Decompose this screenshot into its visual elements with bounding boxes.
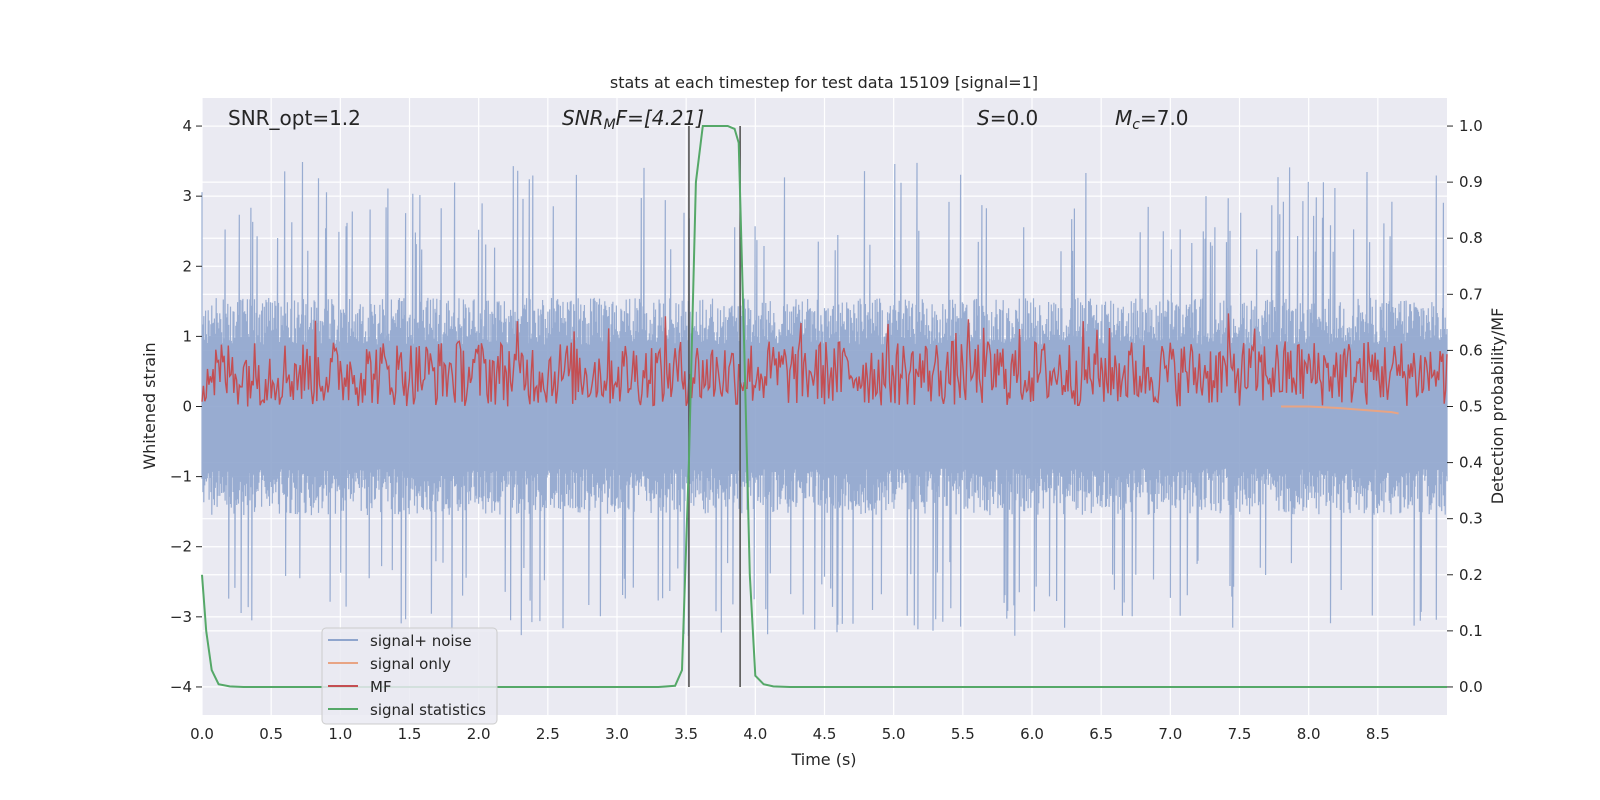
x-tick-label: 2.0 bbox=[467, 725, 491, 743]
legend-label-signal-statistics: signal statistics bbox=[370, 701, 486, 719]
y-left-tick-label: 3 bbox=[182, 187, 192, 205]
x-tick-label: 3.0 bbox=[605, 725, 629, 743]
x-tick-label: 0.0 bbox=[190, 725, 214, 743]
x-tick-label: 3.5 bbox=[674, 725, 698, 743]
y-right-tick-label: 0.4 bbox=[1459, 454, 1483, 472]
snr-mf-subscript: M bbox=[604, 117, 616, 133]
y-left-tick-label: 4 bbox=[182, 117, 192, 135]
x-tick-label: 4.5 bbox=[813, 725, 837, 743]
x-tick-label: 8.0 bbox=[1297, 725, 1321, 743]
series-signal-noise bbox=[201, 161, 1448, 636]
y-axis-right-label: Detection probability/MF bbox=[1488, 308, 1507, 505]
y-left-tick-label: 2 bbox=[182, 257, 192, 275]
annotation-mc: Mc=7.0 bbox=[1115, 106, 1189, 133]
y-right-tick-label: 0.0 bbox=[1459, 678, 1483, 696]
chart-title: stats at each timestep for test data 151… bbox=[610, 73, 1038, 92]
y-right-tick-label: 0.8 bbox=[1459, 229, 1483, 247]
x-tick-label: 1.0 bbox=[328, 725, 352, 743]
x-tick-label: 5.0 bbox=[882, 725, 906, 743]
x-tick-label: 0.5 bbox=[259, 725, 283, 743]
y-right-tick-label: 1.0 bbox=[1459, 117, 1483, 135]
y-right-tick-label: 0.7 bbox=[1459, 285, 1483, 303]
y-left-tick-label: 1 bbox=[182, 327, 192, 345]
legend-label-signal-only: signal only bbox=[370, 655, 451, 673]
x-tick-label: 7.5 bbox=[1228, 725, 1252, 743]
annotation-s: S=0.0 bbox=[977, 106, 1038, 130]
mc-prefix: M bbox=[1115, 106, 1132, 130]
s-suffix: =0.0 bbox=[990, 106, 1039, 130]
y-left-tick-label: 0 bbox=[182, 398, 192, 416]
x-tick-label: 1.5 bbox=[398, 725, 422, 743]
x-tick-label: 4.0 bbox=[743, 725, 767, 743]
s-prefix: S bbox=[977, 106, 990, 130]
x-axis-label: Time (s) bbox=[790, 750, 856, 769]
y-right-tick-label: 0.2 bbox=[1459, 566, 1483, 584]
snr-mf-prefix: SNR bbox=[562, 106, 604, 130]
x-tick-label: 6.5 bbox=[1089, 725, 1113, 743]
y-right-tick-label: 0.6 bbox=[1459, 341, 1483, 359]
annotation-snr-opt: SNR_opt=1.2 bbox=[228, 106, 361, 130]
x-tick-label: 8.5 bbox=[1366, 725, 1390, 743]
series-signal-statistics bbox=[201, 125, 1447, 688]
y-right-tick-label: 0.9 bbox=[1459, 173, 1483, 191]
y-right-tick-label: 0.5 bbox=[1459, 398, 1483, 416]
series-mf bbox=[201, 313, 1448, 407]
x-tick-label: 7.0 bbox=[1158, 725, 1182, 743]
y-right-tick-label: 0.3 bbox=[1459, 510, 1483, 528]
y-axis-left-label: Whitened strain bbox=[140, 342, 159, 469]
series-signal-only bbox=[1281, 405, 1399, 415]
legend-label-signal-noise: signal+ noise bbox=[370, 632, 472, 650]
mc-suffix: =7.0 bbox=[1140, 106, 1189, 130]
legend-label-mf: MF bbox=[370, 678, 392, 696]
annotation-snr-mf: SNRMF=[4.21] bbox=[562, 106, 704, 133]
ticks-layer: 0.0 0.5 1.0 1.5 2.0 2.5 3.0 3.5 4.0 4.5 5.0 5.5 6.0 6… bbox=[170, 117, 1483, 743]
legend: signal+ noise signal only MF signal stat… bbox=[321, 627, 498, 725]
y-left-tick-label: −2 bbox=[170, 538, 192, 556]
y-right-tick-label: 0.1 bbox=[1459, 622, 1483, 640]
y-left-tick-label: −4 bbox=[170, 678, 192, 696]
x-tick-label: 6.0 bbox=[1020, 725, 1044, 743]
legend-box bbox=[321, 627, 498, 725]
y-left-tick-label: −1 bbox=[170, 468, 192, 486]
x-tick-label: 2.5 bbox=[536, 725, 560, 743]
series-layer bbox=[201, 125, 1448, 688]
snr-mf-suffix: F=[4.21] bbox=[616, 106, 704, 130]
mc-subscript: c bbox=[1132, 117, 1140, 133]
y-left-tick-label: −3 bbox=[170, 608, 192, 626]
x-tick-label: 5.5 bbox=[951, 725, 975, 743]
